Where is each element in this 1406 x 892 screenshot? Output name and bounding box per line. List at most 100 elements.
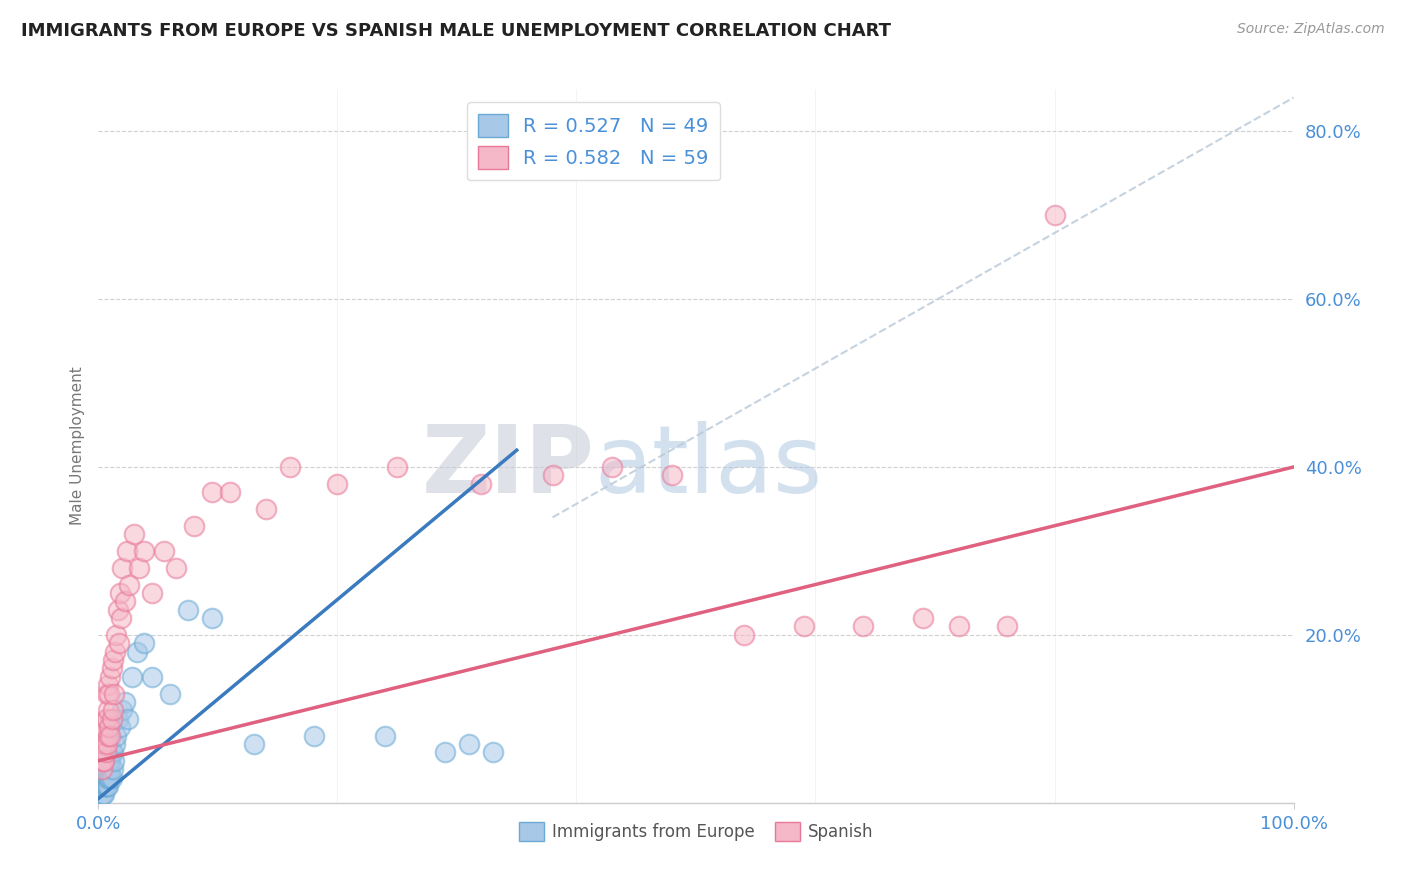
Point: [100, 771, 122, 785]
Point: [101, 746, 124, 760]
Point: [118, 577, 141, 591]
Point: [97, 771, 120, 785]
Point: [103, 754, 125, 768]
Point: [91, 788, 114, 802]
Point: [101, 653, 124, 667]
Point: [105, 729, 128, 743]
Point: [165, 560, 187, 574]
Point: [94, 746, 117, 760]
Point: [141, 670, 163, 684]
Point: [219, 485, 242, 500]
Point: [374, 729, 396, 743]
Point: [602, 460, 624, 475]
Point: [96, 762, 118, 776]
Point: [115, 544, 138, 558]
Point: [201, 485, 224, 500]
Point: [948, 619, 970, 633]
Point: [98, 687, 121, 701]
Point: [911, 611, 934, 625]
Point: [103, 687, 125, 701]
Point: [98, 754, 121, 768]
Point: [98, 729, 122, 743]
Point: [110, 611, 132, 625]
Point: [91, 771, 114, 785]
Point: [1043, 208, 1066, 222]
Point: [107, 603, 129, 617]
Point: [96, 737, 118, 751]
Point: [132, 544, 155, 558]
Point: [541, 468, 564, 483]
Point: [254, 502, 277, 516]
Point: [91, 788, 114, 802]
Point: [93, 788, 115, 802]
Point: [385, 460, 409, 475]
Point: [97, 703, 120, 717]
Point: [93, 720, 115, 734]
Point: [97, 779, 120, 793]
Point: [326, 476, 349, 491]
Point: [105, 628, 128, 642]
Point: [93, 779, 115, 793]
Point: [94, 779, 117, 793]
Point: [97, 678, 120, 692]
Point: [91, 779, 114, 793]
Point: [108, 720, 131, 734]
Point: [91, 754, 114, 768]
Point: [96, 771, 118, 785]
Text: atlas: atlas: [595, 421, 823, 514]
Point: [117, 712, 139, 726]
Point: [124, 527, 146, 541]
Point: [91, 762, 114, 776]
Point: [96, 779, 118, 793]
Point: [107, 636, 129, 650]
Point: [98, 771, 121, 785]
Point: [93, 737, 115, 751]
Legend: Immigrants from Europe, Spanish: Immigrants from Europe, Spanish: [512, 815, 880, 848]
Point: [101, 703, 124, 717]
Point: [94, 779, 117, 793]
Point: [121, 670, 143, 684]
Point: [98, 670, 122, 684]
Point: [243, 737, 266, 751]
Point: [97, 729, 120, 743]
Text: Source: ZipAtlas.com: Source: ZipAtlas.com: [1237, 22, 1385, 37]
Point: [111, 560, 134, 574]
Point: [114, 695, 136, 709]
Point: [458, 737, 481, 751]
Point: [111, 703, 134, 717]
Point: [108, 586, 131, 600]
Point: [793, 619, 815, 633]
Point: [128, 560, 150, 574]
Text: IMMIGRANTS FROM EUROPE VS SPANISH MALE UNEMPLOYMENT CORRELATION CHART: IMMIGRANTS FROM EUROPE VS SPANISH MALE U…: [21, 22, 891, 40]
Point: [302, 729, 325, 743]
Point: [94, 771, 117, 785]
Point: [98, 754, 122, 768]
Point: [733, 628, 755, 642]
Point: [90, 779, 112, 793]
Point: [101, 762, 124, 776]
Point: [100, 661, 122, 675]
Point: [98, 720, 121, 734]
Point: [98, 762, 122, 776]
Point: [98, 771, 122, 785]
Point: [100, 746, 122, 760]
Point: [114, 594, 136, 608]
Point: [470, 476, 492, 491]
Point: [481, 746, 505, 760]
Point: [153, 544, 176, 558]
Point: [661, 468, 683, 483]
Point: [494, 141, 516, 155]
Point: [93, 771, 115, 785]
Point: [995, 619, 1018, 633]
Point: [91, 779, 114, 793]
Point: [852, 619, 875, 633]
Point: [91, 737, 114, 751]
Point: [183, 518, 205, 533]
Point: [93, 754, 115, 768]
Point: [107, 712, 129, 726]
Point: [177, 603, 200, 617]
Point: [104, 645, 127, 659]
Point: [91, 729, 114, 743]
Y-axis label: Male Unemployment: Male Unemployment: [69, 367, 84, 525]
Point: [97, 762, 120, 776]
